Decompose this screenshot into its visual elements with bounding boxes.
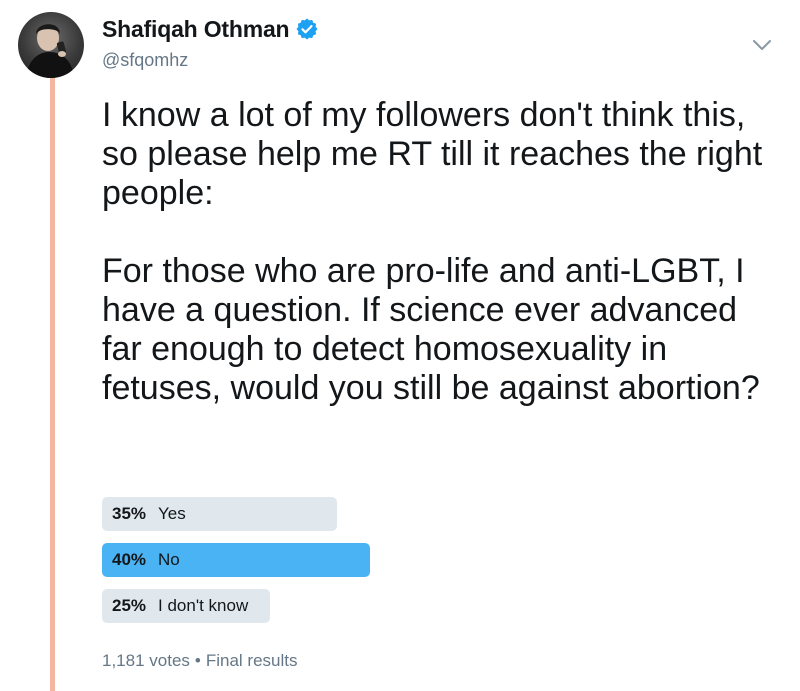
avatar[interactable] xyxy=(18,12,84,78)
poll-option-label: 35% Yes xyxy=(112,497,186,531)
poll-percent: 40% xyxy=(112,550,147,569)
poll-choice: I don't know xyxy=(158,596,249,615)
poll-bar xyxy=(102,497,337,531)
name-row: Shafiqah Othman xyxy=(102,12,319,46)
poll-option-yes: 35% Yes xyxy=(102,497,482,531)
poll-choice: Yes xyxy=(158,504,186,523)
poll-vote-count: 1,181 votes xyxy=(102,651,190,670)
poll-option-label: 25% I don't know xyxy=(112,589,248,623)
poll-choice: No xyxy=(158,550,180,569)
separator-dot: • xyxy=(194,651,201,670)
poll: 35% Yes 40% No 25% I don't know xyxy=(102,497,482,635)
tweet-paragraph: For those who are pro-life and anti-LGBT… xyxy=(102,252,760,407)
poll-option-dont-know: 25% I don't know xyxy=(102,589,482,623)
tweet-text: I know a lot of my followers don't think… xyxy=(102,96,782,408)
poll-percent: 25% xyxy=(112,596,147,615)
poll-footer: 1,181 votes • Final results xyxy=(102,651,298,671)
poll-percent: 35% xyxy=(112,504,147,523)
poll-bar xyxy=(102,543,370,577)
user-handle[interactable]: @sfqomhz xyxy=(102,50,189,70)
poll-bar xyxy=(102,589,270,623)
display-name[interactable]: Shafiqah Othman xyxy=(102,15,290,42)
verified-badge-icon xyxy=(295,17,319,41)
poll-option-no: 40% No xyxy=(102,543,482,577)
thread-line xyxy=(50,78,55,691)
avatar-image xyxy=(26,24,74,78)
tweet-paragraph: I know a lot of my followers don't think… xyxy=(102,96,763,212)
chevron-down-icon[interactable] xyxy=(751,38,773,52)
poll-option-label: 40% No xyxy=(112,543,180,577)
poll-status: Final results xyxy=(205,651,298,670)
